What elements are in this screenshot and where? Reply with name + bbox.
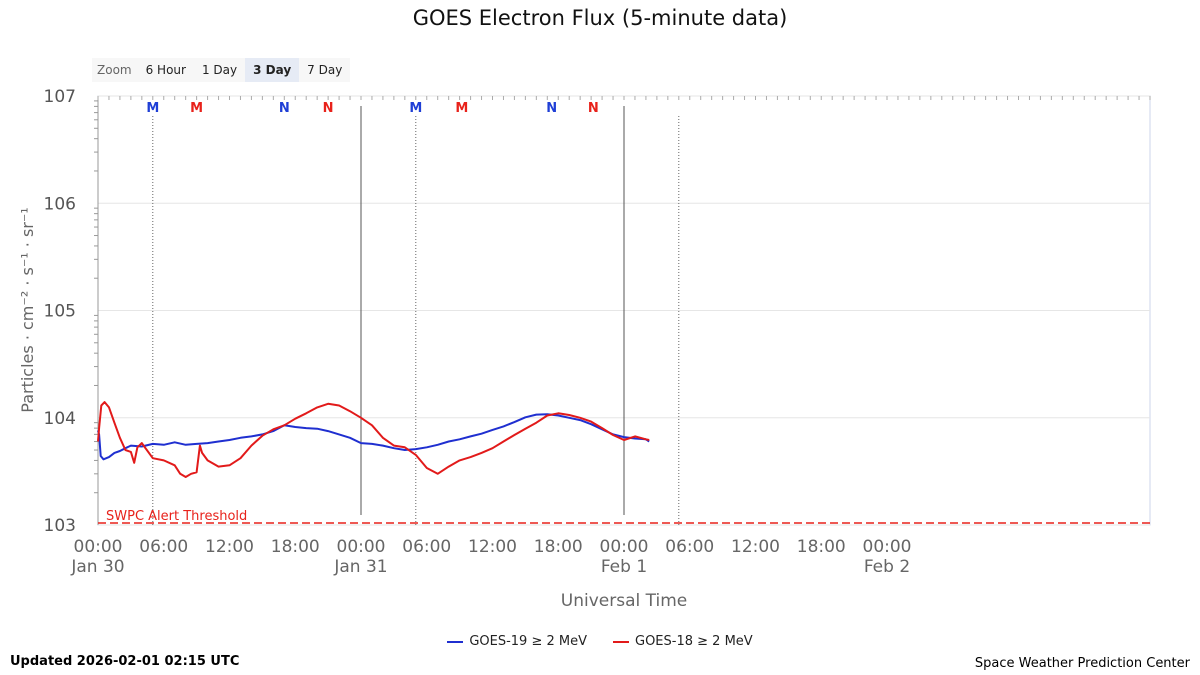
x-axis-title: Universal Time — [561, 591, 687, 611]
x-tick-label: 06:00 — [402, 537, 451, 557]
x-tick-label: 18:00 — [797, 537, 846, 557]
zoom-7-day-button[interactable]: 7 Day — [307, 63, 343, 77]
y-tick-label: 105 — [44, 302, 76, 322]
x-tick-label: 18:00 — [534, 537, 583, 557]
satellite-marker-n: N — [546, 101, 557, 116]
zoom-3-day-button[interactable]: 3 Day — [245, 58, 300, 82]
x-tick-label: 06:00 — [665, 537, 714, 557]
alert-threshold-label: SWPC Alert Threshold — [106, 509, 247, 524]
series-goes19-line — [97, 413, 650, 461]
x-tick-label: 12:00 — [731, 537, 780, 557]
legend-swatch-goes18 — [613, 640, 629, 643]
y-tick-label: 103 — [44, 516, 76, 536]
zoom-toolbar: Zoom 6 Hour 1 Day 3 Day 7 Day — [92, 58, 351, 82]
x-tick-label: 00:00 — [74, 537, 123, 557]
x-tick-label: 18:00 — [271, 537, 320, 557]
satellite-marker-m: M — [146, 101, 159, 116]
x-tick-label: 12:00 — [468, 537, 517, 557]
y-tick-label: 104 — [44, 409, 76, 429]
zoom-6-hour-button[interactable]: 6 Hour — [145, 63, 186, 77]
legend-label-goes18: GOES-18 ≥ 2 MeV — [635, 634, 753, 649]
satellite-marker-m: M — [190, 101, 203, 116]
series-goes18-line — [97, 401, 650, 478]
x-date-label: Jan 30 — [70, 557, 124, 577]
zoom-1-day-button[interactable]: 1 Day — [201, 63, 238, 77]
legend-item-goes19[interactable]: GOES-19 ≥ 2 MeV — [447, 634, 587, 649]
x-tick-label: 00:00 — [600, 537, 649, 557]
x-date-label: Feb 2 — [864, 557, 910, 577]
satellite-marker-m: M — [409, 101, 422, 116]
legend-item-goes18[interactable]: GOES-18 ≥ 2 MeV — [613, 634, 753, 649]
x-date-label: Jan 31 — [333, 557, 387, 577]
x-date-label: Feb 1 — [601, 557, 647, 577]
credit-text: Space Weather Prediction Center — [974, 656, 1190, 671]
x-tick-label: 06:00 — [139, 537, 188, 557]
satellite-marker-n: N — [323, 101, 334, 116]
zoom-label: Zoom — [97, 63, 132, 77]
chart-title: GOES Electron Flux (5-minute data) — [412, 6, 788, 30]
legend-label-goes19: GOES-19 ≥ 2 MeV — [469, 634, 587, 649]
legend-swatch-goes19 — [447, 640, 464, 643]
y-axis-title: Particles · cm⁻² · s⁻¹ · sr⁻¹ — [18, 207, 37, 412]
satellite-marker-n: N — [279, 101, 290, 116]
satellite-marker-m: M — [455, 101, 468, 116]
x-tick-label: 12:00 — [205, 537, 254, 557]
chart-legend: GOES-19 ≥ 2 MeV GOES-18 ≥ 2 MeV — [0, 634, 1200, 649]
x-tick-label: 00:00 — [337, 537, 386, 557]
satellite-marker-n: N — [588, 101, 599, 116]
x-tick-label: 00:00 — [863, 537, 912, 557]
updated-timestamp: Updated 2026-02-01 02:15 UTC — [10, 654, 240, 669]
y-tick-label: 107 — [44, 87, 76, 107]
y-tick-label: 106 — [44, 194, 76, 214]
